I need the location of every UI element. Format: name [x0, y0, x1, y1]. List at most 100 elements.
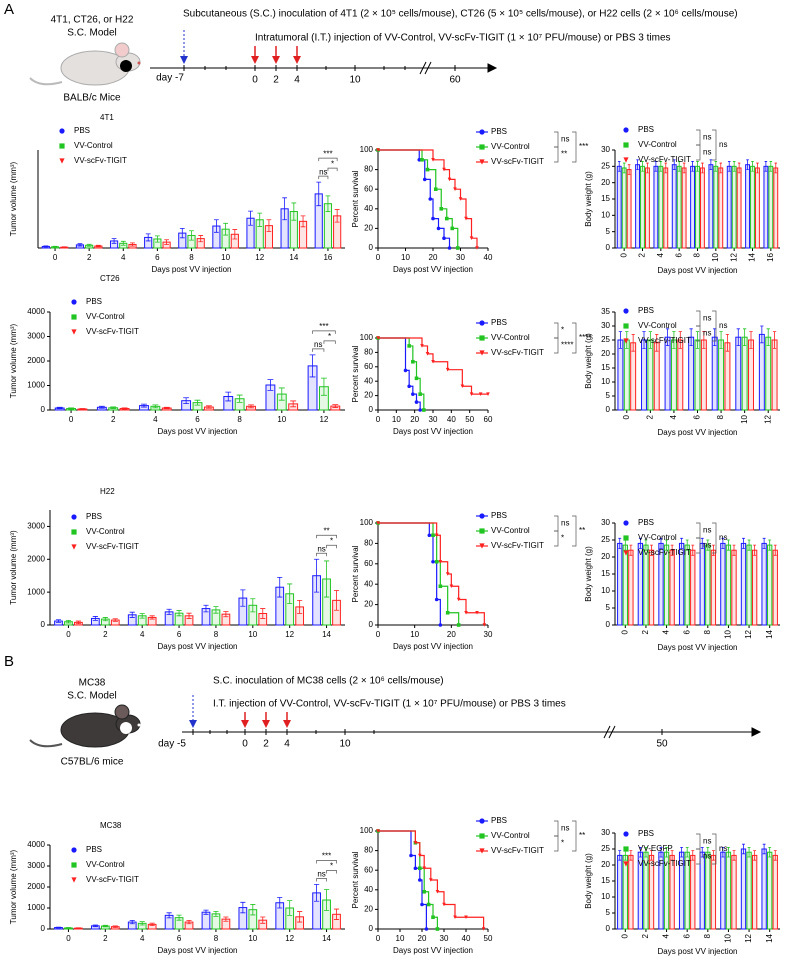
y-tick-label: 2000 [27, 882, 45, 891]
legend-marker [71, 529, 77, 535]
survival-point [429, 878, 433, 882]
panel-label: A [4, 1, 14, 18]
y-tick-label: 20 [364, 905, 373, 914]
error-bar [768, 539, 772, 551]
significance-label: ** [561, 150, 567, 159]
y-tick-label: 15 [601, 876, 610, 885]
x-tick-label: 10 [724, 933, 733, 942]
bar [616, 165, 622, 249]
significance-bracket [316, 552, 327, 557]
x-tick-label: 12 [744, 933, 753, 942]
survival-point [449, 584, 454, 589]
x-tick-label: 10 [740, 414, 749, 423]
significance-bracket [572, 820, 577, 852]
survival-point [442, 167, 446, 172]
legend-marker [623, 323, 629, 329]
significance-bracket [696, 325, 701, 342]
panel-label: B [4, 653, 14, 670]
error-bar [665, 847, 669, 858]
x-tick-label: 2 [87, 253, 92, 262]
survival-point [425, 352, 430, 356]
error-bar [677, 161, 681, 172]
y-tick-label: 1000 [27, 381, 45, 390]
legend-label: VV-Control [638, 533, 677, 542]
significance-bracket [696, 522, 701, 539]
error-bar [629, 850, 633, 861]
error-bar [332, 404, 339, 408]
survival-point [418, 866, 422, 871]
bar [746, 851, 752, 930]
legend-label: VV-Control [491, 526, 530, 535]
x-tick-label: 14 [322, 630, 331, 639]
x-tick-label: 12 [729, 252, 738, 261]
bar [617, 854, 623, 930]
error-bar [762, 843, 766, 855]
x-axis-label: Days post VV injection [157, 427, 237, 436]
error-bar [691, 544, 695, 556]
significance-bracket [554, 337, 559, 354]
legend-label: VV-EGFP [638, 844, 673, 853]
error-bar [682, 162, 686, 174]
error-bar [721, 847, 725, 858]
x-tick-label: 6 [693, 414, 702, 419]
x-tick-label: 50 [465, 415, 474, 424]
bar [748, 339, 754, 411]
error-bar [257, 212, 263, 227]
y-axis-label: Percent survival [351, 170, 360, 227]
survival-point [411, 359, 415, 364]
legend-marker [479, 350, 485, 356]
error-bar [225, 391, 232, 402]
y-tick-label: 5 [606, 391, 611, 400]
error-bar [659, 847, 663, 858]
x-tick-label: 8 [703, 629, 712, 634]
error-bar [111, 238, 117, 244]
error-bar [145, 233, 151, 242]
x-tick-label: 20 [418, 934, 427, 943]
bar [741, 336, 748, 411]
legend-label: VV-scFv-TIGIT [638, 859, 691, 868]
survival-point [481, 927, 486, 931]
legend-label: VV-Control [86, 312, 125, 321]
significance-label: ns [703, 148, 711, 157]
error-bar [747, 847, 751, 858]
survival-point [431, 158, 435, 162]
bar [746, 544, 752, 626]
x-tick-label: 6 [177, 934, 182, 943]
y-axis-label: Percent survival [351, 851, 360, 908]
bar [664, 336, 671, 411]
x-tick-label: 4 [662, 933, 671, 938]
y-tick-label: 20 [364, 391, 373, 400]
significance-label: ns [703, 526, 711, 535]
timeline-day: day -7 [156, 73, 184, 84]
survival-point [413, 840, 418, 845]
error-bar [638, 847, 642, 858]
significance-label: *** [579, 142, 588, 151]
significance-bracket [554, 131, 559, 148]
significance-label: * [331, 159, 334, 168]
y-tick-label: 0 [606, 924, 611, 933]
y-tick-label: 40 [364, 579, 373, 588]
y-axis-label: Percent survival [351, 545, 360, 602]
legend-label: VV-Control [638, 321, 677, 330]
error-bar [700, 847, 704, 858]
error-bar [75, 927, 81, 929]
legend-marker [479, 848, 485, 854]
error-bar [297, 599, 303, 614]
error-bar [618, 850, 622, 861]
error-bar [756, 162, 759, 174]
significance-bracket [312, 348, 325, 352]
bar [772, 549, 778, 626]
y-tick-label: 25 [601, 535, 610, 544]
error-bar [129, 611, 135, 618]
survival-point [455, 246, 460, 250]
timeline-arrows [180, 30, 301, 64]
significance-label: ns [319, 167, 327, 176]
error-bar [654, 161, 658, 172]
legend-label: VV-scFv-TIGIT [491, 348, 544, 357]
significance-bracket [554, 835, 559, 852]
legend-label: VV-Control [86, 860, 125, 869]
y-tick-label: 0 [369, 243, 374, 252]
y-tick-label: 4000 [27, 307, 45, 316]
y-tick-label: 15 [601, 363, 610, 372]
error-bar [223, 611, 229, 618]
